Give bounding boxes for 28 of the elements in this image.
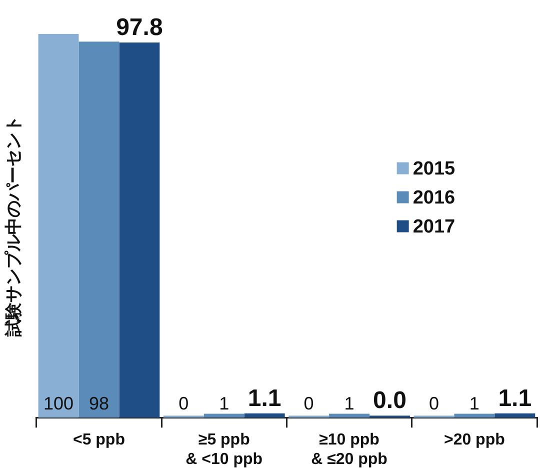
bar [454,414,495,418]
bar [244,413,285,418]
bar [204,414,244,418]
data-label: 1.1 [498,385,532,412]
x-tick-label: ≥5 ppb & <10 ppb [186,432,263,468]
bar [119,42,160,418]
bar [78,42,120,418]
bar [38,34,79,418]
data-label: 0 [304,394,314,414]
data-label: 97.8 [116,14,163,42]
x-tick-label: ≥10 ppb & ≤20 ppb [311,432,388,468]
bar [494,413,536,418]
data-label: 0 [428,394,439,414]
x-tick-label: <5 ppb [72,432,126,449]
bar [329,414,370,418]
data-label: 1 [219,394,230,414]
data-label: 1 [344,394,354,414]
x-tick-label: >20 ppb [444,432,506,449]
data-label: 1 [469,394,480,414]
data-label: 100 [43,394,74,414]
legend-label: 2017 [412,216,456,238]
data-label: 1.1 [248,385,282,412]
data-label: 0 [178,394,189,414]
data-label: 98 [88,394,109,414]
y-axis-title: 試験サンプル中のパーセント [4,115,23,338]
data-label: 0.0 [373,387,406,414]
legend-label: 2016 [412,187,456,208]
legend-label: 2015 [412,158,456,180]
